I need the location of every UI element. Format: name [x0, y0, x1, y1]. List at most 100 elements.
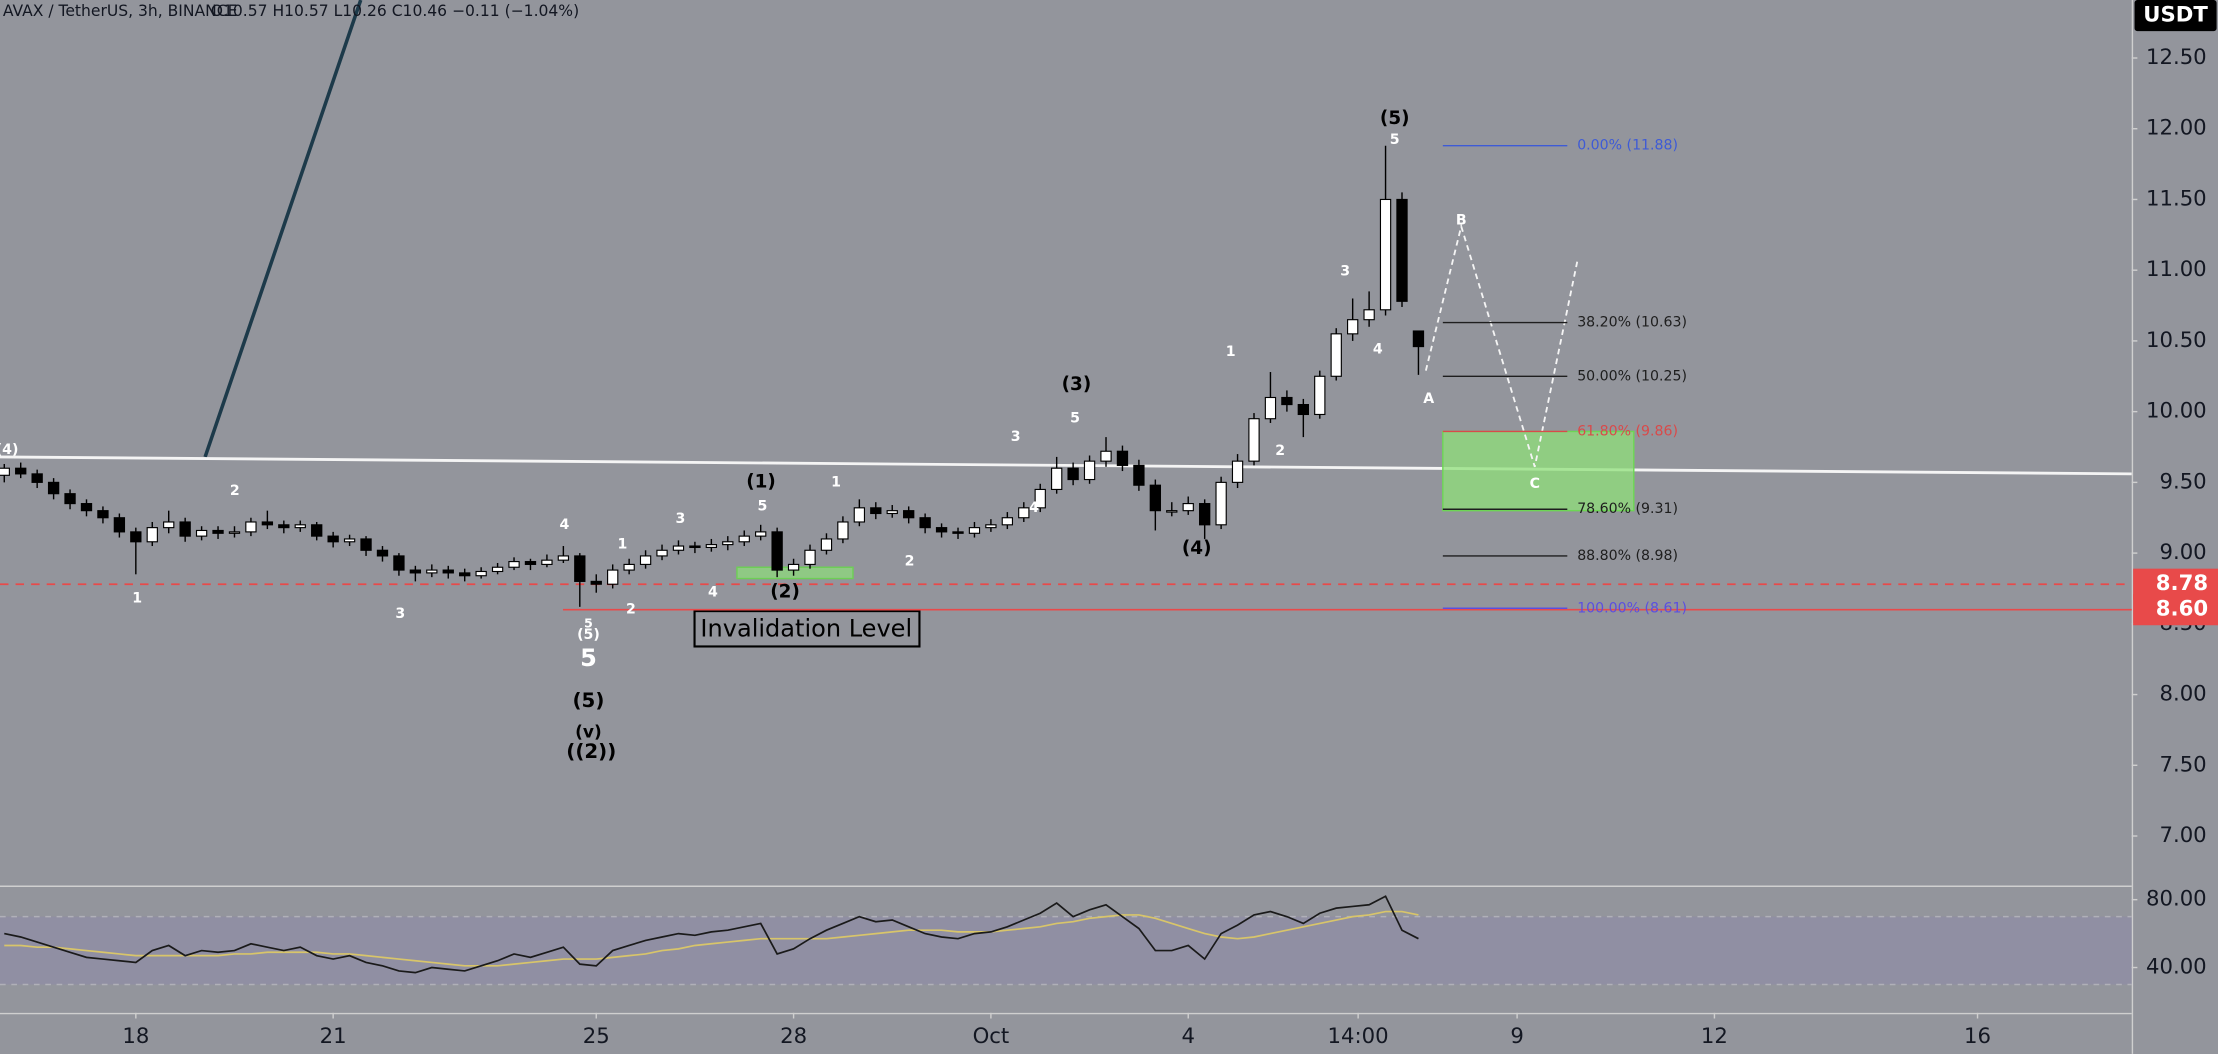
wave-label: (4): [1182, 538, 1212, 559]
wave-label: (5): [577, 627, 600, 643]
candle-body: [771, 531, 783, 571]
annotation-box: [693, 610, 921, 648]
candle-body: [1231, 460, 1244, 483]
y-tick-label: 11.00: [2146, 257, 2207, 282]
candle-body: [689, 545, 701, 549]
candle-body: [47, 481, 60, 495]
fib-label: 88.80% (8.98): [1577, 548, 1678, 564]
candle-body: [557, 555, 570, 561]
candle-body: [1166, 510, 1178, 513]
candle-body: [639, 555, 652, 565]
wave-label: (v): [575, 723, 602, 743]
wave-label: A: [1423, 391, 1434, 407]
wave-label: 1: [1226, 344, 1236, 360]
target-zone: [1442, 430, 1635, 512]
rsi-band: [0, 916, 2132, 985]
candle-body: [442, 569, 454, 574]
wave-label: (2): [770, 582, 800, 603]
x-tick-label: 28: [780, 1024, 807, 1049]
candle-body: [278, 524, 290, 529]
candle-body: [738, 535, 750, 543]
candle-body: [0, 467, 10, 476]
wave-label: (4): [0, 442, 18, 458]
candle-body: [1199, 503, 1211, 526]
y-tick-label: 10.00: [2146, 399, 2207, 424]
wave-label: B: [1456, 213, 1467, 229]
candle-body: [393, 555, 405, 571]
rsi-line: [4, 895, 1419, 974]
candle-body: [968, 527, 981, 534]
wave-label: 2: [626, 602, 636, 618]
x-tick-label: 12: [1701, 1024, 1728, 1049]
candle-body: [919, 517, 931, 529]
x-tick-label: 4: [1181, 1024, 1194, 1049]
wave-label: ((2)): [566, 740, 616, 763]
candle-body: [804, 549, 816, 565]
candle-body: [541, 559, 553, 565]
wave-label: 1: [831, 474, 841, 490]
candle-body: [952, 531, 964, 534]
y-tick-label: 10.50: [2146, 328, 2207, 353]
candle-body: [1248, 418, 1260, 462]
candle-body: [261, 521, 274, 526]
candle-body: [886, 510, 898, 515]
wave-label: 5: [580, 644, 597, 672]
y-tick-label: 9.50: [2159, 469, 2206, 494]
candle-body: [1018, 507, 1030, 519]
candle-body: [623, 563, 635, 571]
annotation: Invalidation Level: [700, 614, 912, 642]
candle-body: [787, 563, 800, 571]
candle-body: [1001, 517, 1014, 526]
wave-label: 2: [905, 554, 915, 570]
x-tick-label: 25: [583, 1024, 610, 1049]
candle-body: [97, 510, 109, 519]
wave-label: (5): [573, 689, 605, 712]
candle-body: [31, 473, 43, 483]
wave-label: (5): [1380, 108, 1410, 129]
symbol-legend: AVAX / TetherUS, 3h, BINANCE: [3, 2, 238, 20]
candle-body: [212, 529, 224, 534]
candle-body: [1281, 396, 1293, 406]
candle-body: [426, 569, 438, 574]
wave-label: 2: [230, 483, 240, 499]
candle-body: [870, 507, 882, 515]
fib-label: 0.00% (11.88): [1577, 138, 1678, 154]
x-tick-label: Oct: [973, 1024, 1010, 1049]
candle-body: [294, 524, 306, 529]
candle-body: [64, 493, 76, 505]
x-tick-label: 9: [1510, 1024, 1523, 1049]
candle-body: [1330, 333, 1342, 377]
candle-body: [1396, 198, 1408, 302]
candle-body: [755, 531, 767, 537]
candle-body: [245, 521, 257, 533]
wave-label: (1): [746, 471, 776, 492]
candle-body: [820, 538, 833, 551]
candle-body: [130, 531, 142, 543]
candle-body: [853, 507, 866, 523]
wave-label: 3: [395, 606, 405, 622]
candle-body: [228, 531, 241, 534]
price-tag: [2133, 594, 2218, 626]
fib-label: 78.60% (9.31): [1577, 501, 1678, 517]
candle-body: [1149, 484, 1162, 512]
x-tick-label: 21: [320, 1024, 347, 1049]
candle-body: [590, 580, 602, 585]
candle-body: [311, 524, 323, 537]
wave-label: 4: [1029, 500, 1039, 516]
candle-body: [722, 541, 734, 546]
wave-label: C: [1530, 476, 1540, 492]
currency-box: [2134, 0, 2217, 32]
candle-body: [1297, 404, 1310, 416]
candle-body: [15, 467, 27, 475]
candle-body: [195, 529, 208, 537]
candle-body: [179, 521, 191, 537]
candle-body: [1379, 198, 1392, 311]
price-tag-label: 8.60: [2156, 597, 2208, 622]
y-tick-label: 12.00: [2146, 116, 2207, 141]
x-tick-label: 14:00: [1328, 1024, 1389, 1049]
wave-label: 5: [1070, 411, 1080, 427]
wave-label: 1: [617, 537, 627, 553]
candle-body: [113, 517, 126, 533]
